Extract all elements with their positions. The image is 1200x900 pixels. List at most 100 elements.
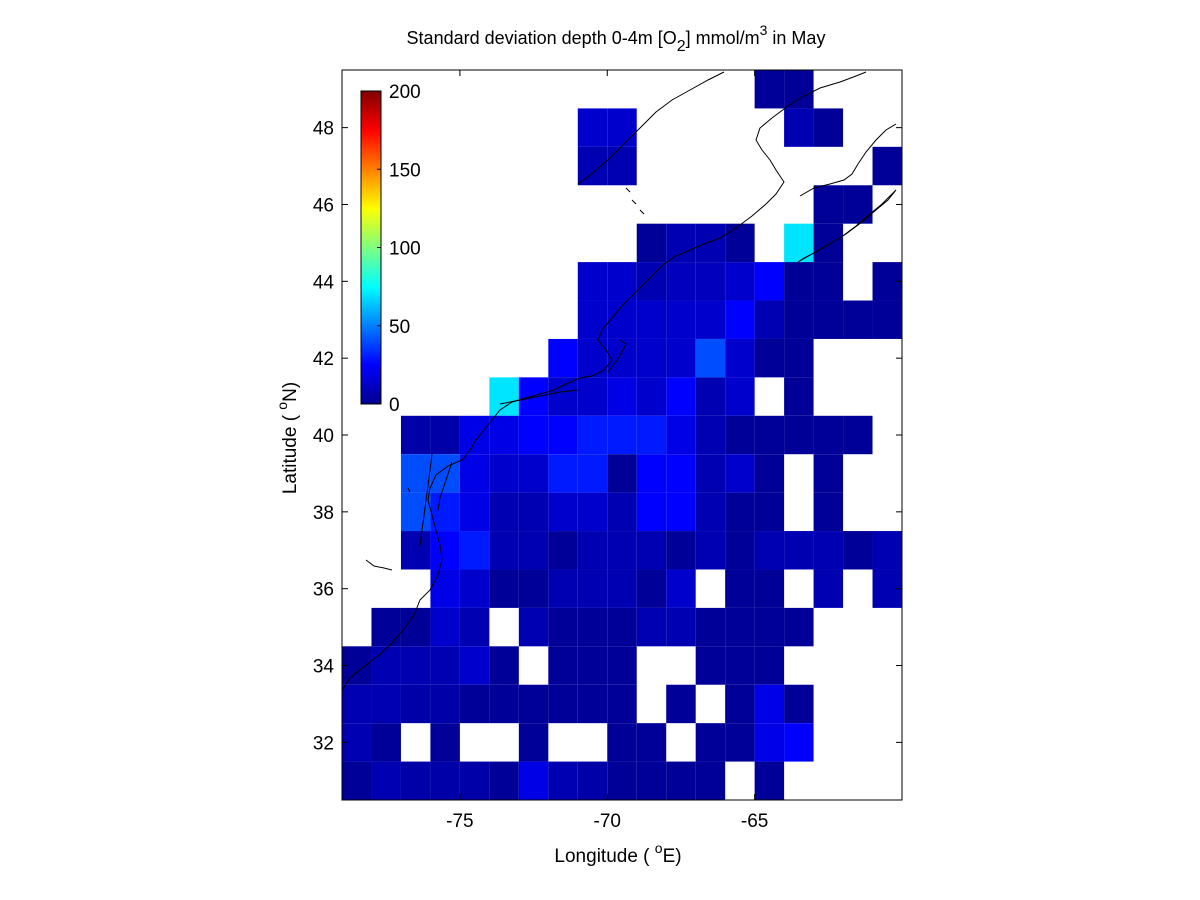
heatmap-cell [725,607,755,647]
heatmap-cell [607,108,637,147]
heatmap-cell [754,262,785,301]
heatmap-cell [695,415,726,455]
chart-title: Standard deviation depth 0-4m [O2] mmol/… [407,22,826,55]
y-tick-label: 40 [313,426,334,447]
heatmap-cell [430,415,460,455]
heatmap-cell [666,607,696,647]
heatmap-cell [636,454,667,493]
heatmap-cell [371,723,401,762]
heatmap-cell [607,569,637,608]
heatmap-cell [813,531,844,570]
heatmap-cell [371,646,401,685]
heatmap-cell [695,492,726,532]
heatmap-cell [459,415,490,455]
heatmap-cell [695,377,726,416]
heatmap-cell [400,454,431,493]
heatmap-cell [784,300,814,339]
coastline-cape-cod [607,339,627,373]
heatmap-cell [577,761,608,800]
heatmap-cell [489,415,519,455]
heatmap-cell [636,569,667,608]
colorbar-tick-label: 0 [389,395,400,416]
heatmap-cell [548,761,578,800]
heatmap-cell [577,300,608,339]
heatmap-cell [430,531,460,570]
heatmap-cell [636,415,667,455]
heatmap-cell [754,569,785,608]
heatmap-cell [489,454,519,493]
heatmap-cell [400,761,431,800]
heatmap-cell [754,723,785,762]
heatmap-cell [636,223,667,263]
y-tick-label: 34 [313,657,335,678]
heatmap-cell [577,646,608,685]
heatmap-cell [459,569,490,608]
heatmap-cell [430,492,460,532]
heatmap-cell [784,70,814,109]
colorbar-ticks: 0 50 100 150 200 [377,82,421,416]
heatmap-cell [813,185,844,224]
heatmap-cell [725,531,755,570]
heatmap-cell [518,761,549,800]
heatmap-cell [695,607,726,647]
heatmap-cell [548,607,578,647]
heatmap-cell [784,223,814,263]
data-cells [342,70,902,800]
heatmap-cell [400,492,431,532]
heatmap-cell [784,723,814,762]
heatmap-cell [725,492,755,532]
heatmap-cell [784,684,814,724]
heatmap-cell [725,262,755,301]
colorbar: 0 50 100 150 200 [360,82,421,416]
x-tick-label: -75 [446,811,473,832]
heatmap-cell [754,454,785,493]
heatmap-cell [577,377,608,416]
heatmap-cell [342,684,372,724]
heatmap-cell [666,454,696,493]
heatmap-cell [666,684,696,724]
coastline-us-east [341,71,867,691]
heatmap-cell [577,492,608,532]
y-tick-label: 36 [313,580,334,601]
heatmap-cell [548,569,578,608]
heatmap-cell [666,761,696,800]
heatmap-cell [607,492,637,532]
heatmap-cell [607,300,637,339]
heatmap-cell [666,492,696,532]
heatmap-cell [784,262,814,301]
heatmap-cell [577,684,608,724]
heatmap-cell [518,531,549,570]
heatmap-cell [725,223,755,263]
heatmap-cell [813,454,844,493]
heatmap-cell [459,684,490,724]
heatmap-cell [430,454,460,493]
heatmap-cell [843,415,873,455]
y-axis-label: Latitude ( oN) [274,382,301,494]
heatmap-cell [754,338,785,378]
heatmap-cell [666,531,696,570]
heatmap-cell [813,569,844,608]
colorbar-tick-label: 150 [389,160,421,181]
heatmap-cell [577,569,608,608]
heatmap-cell [754,492,785,532]
heatmap-cell [695,338,726,378]
heatmap-cell [518,684,549,724]
heatmap-cell [666,377,696,416]
heatmap-cell [636,607,667,647]
heatmap-cell [813,108,844,147]
heatmap-cell [518,569,549,608]
heatmap-cell [518,723,549,762]
heatmap-cell [725,454,755,493]
heatmap-cell [548,684,578,724]
heatmap-cell [577,454,608,493]
heatmap-cell [548,338,578,378]
heatmap-cell [371,607,401,647]
heatmap-cell [607,646,637,685]
coastline [341,71,897,691]
heatmap-cell [636,492,667,532]
heatmap-cell [577,607,608,647]
heatmap-cell [489,761,519,800]
heatmap-cell [400,415,431,455]
heatmap-cell [430,723,460,762]
